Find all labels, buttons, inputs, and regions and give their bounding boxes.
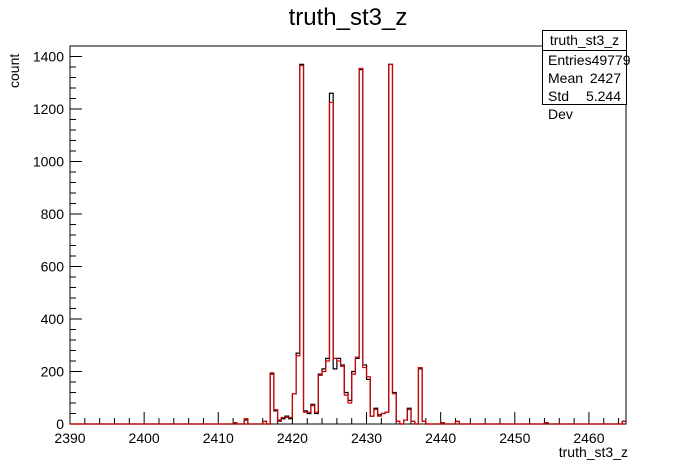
series-2-step-line: [70, 63, 626, 425]
x-tick-label: 2460: [573, 430, 604, 446]
std-value: 5.244: [585, 88, 621, 104]
stats-box: truth_st3_z Entries 49779 Mean 2427 Std …: [542, 30, 631, 122]
y-axis: 0 200 400 600 800 1000 1200 1400: [33, 49, 82, 432]
x-tick-label: 2410: [203, 430, 234, 446]
y-tick-label: 1400: [33, 49, 64, 65]
y-tick-label: 400: [41, 311, 65, 327]
entries-label: Entries: [548, 52, 592, 68]
stats-row-entries: Entries 49779: [543, 51, 631, 69]
x-tick-label: 2430: [351, 430, 382, 446]
mean-label: Mean: [548, 70, 584, 86]
entries-value: 49779: [591, 52, 631, 68]
y-tick-label: 200: [41, 364, 65, 380]
y-tick-label: 0: [56, 416, 64, 432]
x-tick-label: 2390: [54, 430, 85, 446]
y-tick-label: 1200: [33, 101, 64, 117]
stats-row-mean: Mean 2427: [543, 69, 626, 87]
mean-value: 2427: [589, 70, 621, 86]
chart-title: truth_st3_z: [288, 4, 408, 31]
x-tick-label: 2400: [129, 430, 160, 446]
std-label: Std Dev: [548, 88, 573, 122]
x-tick-label: 2420: [277, 430, 308, 446]
x-tick-label: 2440: [425, 430, 456, 446]
stats-title: truth_st3_z: [543, 31, 626, 51]
x-axis-label: truth_st3_z: [558, 444, 628, 460]
stats-row-std: Std Dev 5.244: [543, 87, 626, 122]
y-tick-label: 1000: [33, 154, 64, 170]
series-group: [70, 63, 626, 425]
y-axis-label: count: [6, 53, 22, 88]
x-tick-label: 2450: [499, 430, 530, 446]
x-axis: 2390 2400 2410 2420 2430 2440 2450 2460: [54, 412, 620, 446]
y-tick-label: 800: [41, 206, 65, 222]
y-tick-label: 600: [41, 259, 65, 275]
series-1-step-line: [70, 63, 626, 425]
